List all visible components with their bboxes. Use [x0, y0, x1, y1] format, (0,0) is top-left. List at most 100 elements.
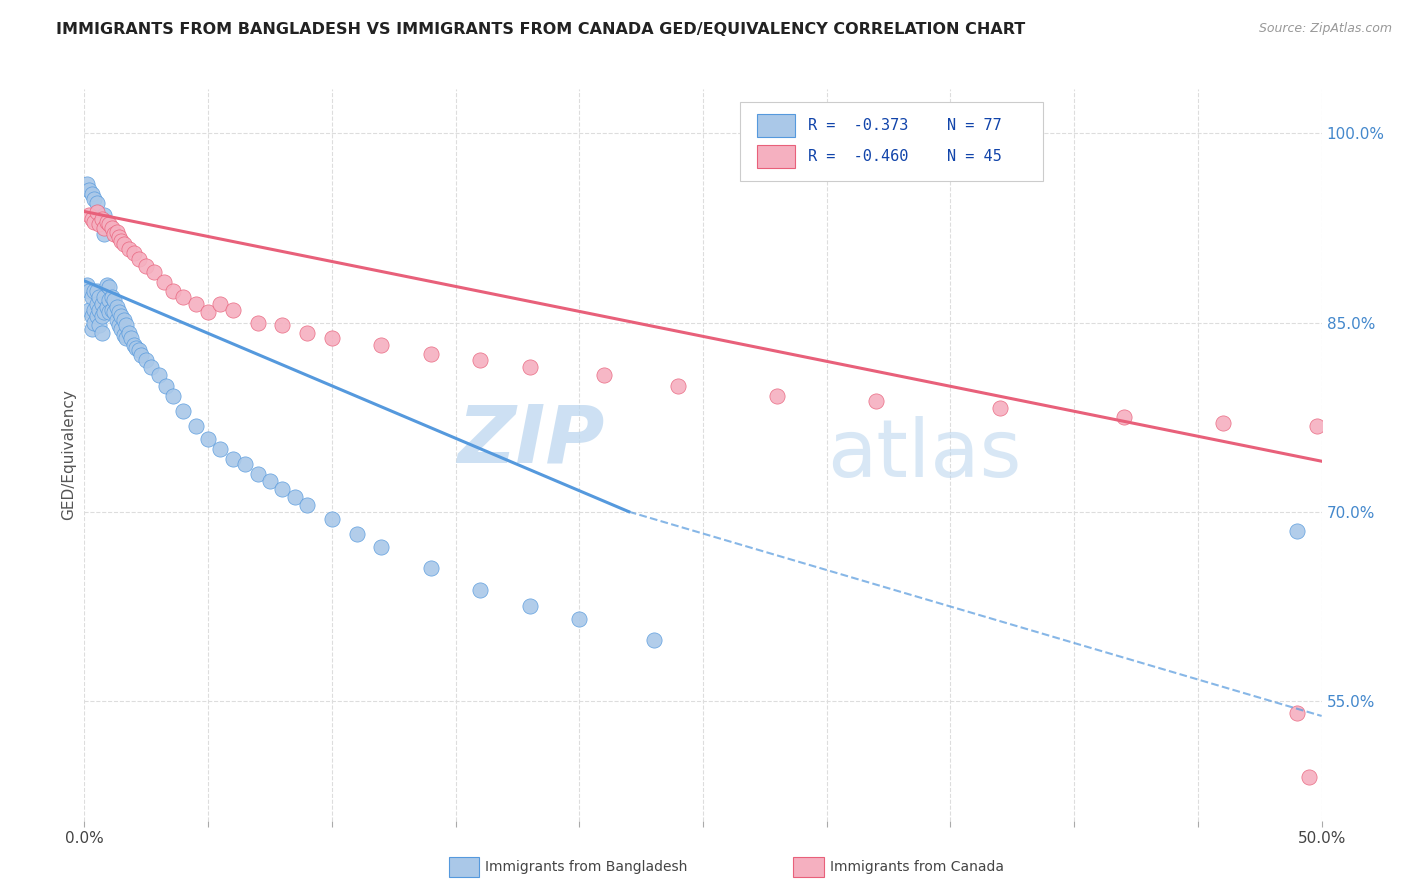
Point: [83, 302, 105, 317]
Point: [246, 316, 269, 330]
Point: [197, 305, 219, 319]
Point: [209, 442, 232, 456]
Point: [89, 217, 111, 231]
Point: [112, 313, 135, 327]
Point: [321, 512, 343, 526]
Point: [148, 368, 170, 383]
Point: [141, 359, 163, 374]
Point: [122, 246, 145, 260]
Point: [172, 290, 194, 304]
Point: [86, 284, 108, 298]
Point: [86, 296, 108, 310]
Point: [112, 237, 135, 252]
Point: [284, 490, 307, 504]
Point: [79, 302, 101, 317]
Point: [1212, 417, 1234, 431]
Y-axis label: GED/Equivalency: GED/Equivalency: [60, 390, 76, 520]
Point: [370, 338, 392, 352]
Point: [83, 214, 105, 228]
Point: [259, 475, 281, 489]
Point: [370, 540, 392, 554]
Point: [89, 318, 111, 332]
Point: [79, 208, 101, 222]
Point: [80, 186, 103, 201]
Text: R =  -0.373: R = -0.373: [808, 119, 908, 133]
Point: [103, 305, 125, 319]
Point: [112, 328, 135, 343]
Point: [98, 217, 121, 231]
Point: [93, 227, 115, 242]
Point: [865, 393, 887, 408]
Point: [76, 277, 98, 292]
FancyBboxPatch shape: [740, 102, 1043, 180]
Point: [419, 561, 441, 575]
Point: [93, 221, 115, 235]
Point: [105, 225, 128, 239]
Point: [519, 359, 541, 374]
Point: [470, 582, 492, 597]
Point: [108, 305, 131, 319]
Point: [76, 177, 98, 191]
Point: [90, 309, 112, 323]
Point: [184, 296, 207, 310]
Point: [80, 309, 103, 323]
Point: [1298, 770, 1320, 784]
Point: [103, 227, 125, 242]
Point: [128, 252, 150, 267]
Point: [172, 404, 194, 418]
Point: [197, 432, 219, 446]
Point: [83, 192, 105, 206]
Point: [321, 331, 343, 345]
Point: [90, 326, 112, 340]
Text: ZIP: ZIP: [457, 401, 605, 479]
Point: [93, 290, 115, 304]
Point: [83, 284, 105, 298]
Point: [766, 389, 789, 403]
Text: IMMIGRANTS FROM BANGLADESH VS IMMIGRANTS FROM CANADA GED/EQUIVALENCY CORRELATION: IMMIGRANTS FROM BANGLADESH VS IMMIGRANTS…: [56, 22, 1025, 37]
Point: [142, 265, 165, 279]
Point: [103, 293, 125, 307]
Point: [100, 290, 122, 304]
Point: [115, 318, 138, 332]
Point: [80, 212, 103, 227]
Point: [346, 527, 368, 541]
Point: [80, 290, 103, 304]
Point: [100, 302, 122, 317]
Point: [135, 353, 157, 368]
Point: [271, 318, 294, 332]
Point: [110, 309, 132, 323]
Point: [135, 259, 157, 273]
Point: [80, 322, 103, 336]
Point: [162, 389, 184, 403]
Point: [988, 401, 1011, 416]
Point: [89, 302, 111, 317]
Point: [86, 195, 108, 210]
Point: [108, 318, 131, 332]
Point: [1285, 524, 1308, 538]
Point: [118, 326, 141, 340]
Point: [98, 280, 121, 294]
Text: Immigrants from Canada: Immigrants from Canada: [830, 860, 1004, 874]
Point: [105, 313, 128, 327]
Point: [184, 418, 207, 433]
Point: [568, 612, 591, 626]
Text: Immigrants from Bangladesh: Immigrants from Bangladesh: [485, 860, 688, 874]
Point: [246, 467, 269, 481]
FancyBboxPatch shape: [449, 857, 479, 877]
FancyBboxPatch shape: [758, 145, 794, 169]
Point: [162, 284, 184, 298]
Point: [96, 214, 118, 228]
Point: [125, 341, 148, 355]
Text: N = 45: N = 45: [946, 149, 1001, 164]
Text: N = 77: N = 77: [946, 119, 1001, 133]
Point: [470, 353, 492, 368]
Point: [86, 309, 108, 323]
Point: [222, 302, 245, 317]
Point: [98, 293, 121, 307]
Point: [79, 284, 101, 298]
Point: [666, 378, 689, 392]
Point: [96, 277, 118, 292]
Text: Source: ZipAtlas.com: Source: ZipAtlas.com: [1258, 22, 1392, 36]
Point: [271, 482, 294, 496]
Point: [118, 243, 141, 257]
